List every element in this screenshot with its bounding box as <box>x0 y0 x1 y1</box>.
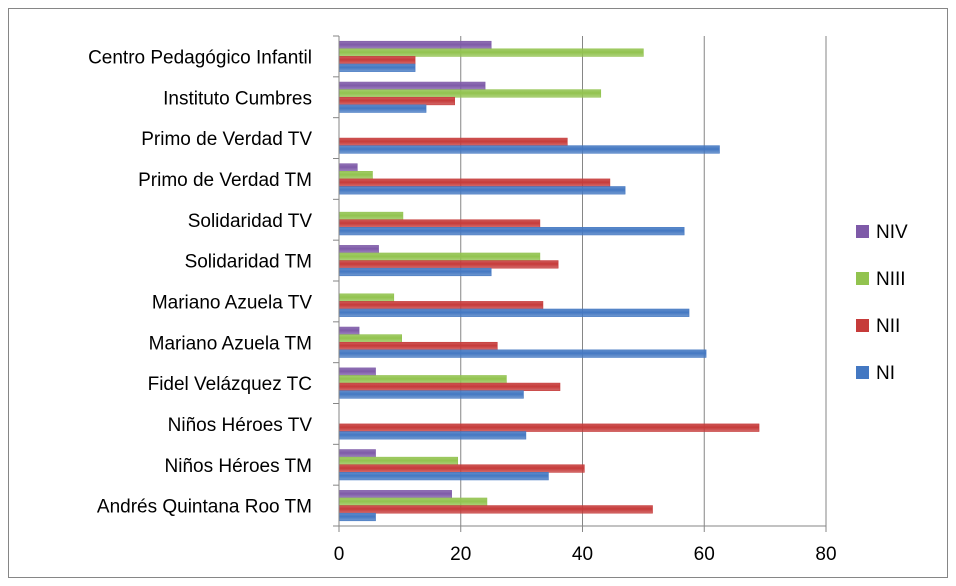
legend-label: NIV <box>876 222 908 243</box>
category-label: Solidaridad TV <box>188 211 313 232</box>
bar-niv-8 <box>338 367 376 376</box>
bar-ni-10 <box>338 472 549 481</box>
bar-ni-4 <box>338 227 685 236</box>
bar-niii-7 <box>338 334 403 343</box>
legend-label: NII <box>876 316 900 337</box>
bar-ni-9 <box>338 431 527 440</box>
bar-niv-7 <box>338 326 360 335</box>
bar-nii-6 <box>338 301 544 310</box>
bar-nii-5 <box>338 260 559 269</box>
category-labels: Centro Pedagógico Infantil Instituto Cumb… <box>88 47 312 517</box>
legend-swatch-niii <box>856 272 869 285</box>
bar-niii-5 <box>338 252 541 261</box>
x-tick-label: 40 <box>572 544 593 565</box>
category-label: Centro Pedagógico Infantil <box>88 47 312 68</box>
bar-niii-10 <box>338 456 459 466</box>
bar-nii-9 <box>338 423 760 432</box>
chart-frame <box>8 8 948 578</box>
bar-nii-2 <box>338 137 568 146</box>
bar-ni-11 <box>338 512 376 522</box>
bar-nii-11 <box>338 505 653 514</box>
legend-swatch-niv <box>856 225 869 238</box>
x-tick-label: 0 <box>334 544 345 565</box>
bar-niv-10 <box>338 449 376 458</box>
legend: NIV NIII NII NI <box>856 222 908 384</box>
bar-niii-0 <box>338 48 644 57</box>
bar-nii-7 <box>338 341 498 351</box>
bar-ni-1 <box>338 104 427 113</box>
bar-nii-8 <box>338 382 561 391</box>
axes <box>333 35 827 532</box>
bar-niv-1 <box>338 81 486 90</box>
gridlines <box>460 36 827 526</box>
category-label: Mariano Azuela TV <box>152 292 313 313</box>
x-tick-label: 80 <box>815 544 836 565</box>
bar-niv-5 <box>338 245 379 254</box>
bar-nii-1 <box>338 96 455 106</box>
bar-niv-3 <box>338 163 358 172</box>
category-label: Fidel Velázquez TC <box>148 374 312 395</box>
legend-swatch-ni <box>856 366 869 379</box>
bar-ni-3 <box>338 186 626 195</box>
bar-ni-7 <box>338 349 707 358</box>
bar-niii-3 <box>338 171 373 180</box>
bars <box>338 40 760 522</box>
bar-nii-3 <box>338 178 611 187</box>
x-tick-labels: 0 20 40 60 80 <box>334 544 837 565</box>
bar-niii-8 <box>338 375 507 384</box>
bar-ni-0 <box>338 63 416 72</box>
bar-nii-0 <box>338 56 416 65</box>
bar-niii-11 <box>338 497 488 506</box>
x-tick-label: 20 <box>450 544 471 565</box>
bar-ni-2 <box>338 145 720 154</box>
category-label: Solidaridad TM <box>185 252 312 273</box>
category-label: Niños Héroes TV <box>168 415 313 436</box>
bar-ni-6 <box>338 308 690 317</box>
legend-swatch-nii <box>856 319 869 332</box>
category-label: Primo de Verdad TM <box>138 170 312 191</box>
category-label: Instituto Cumbres <box>163 88 312 109</box>
bar-niii-1 <box>338 89 602 98</box>
category-label: Primo de Verdad TV <box>141 129 312 150</box>
bar-niii-6 <box>338 293 395 302</box>
category-label: Niños Héroes TM <box>165 456 312 477</box>
legend-label: NIII <box>876 269 906 290</box>
category-label: Mariano Azuela TM <box>149 333 312 354</box>
category-label: Andrés Quintana Roo TM <box>97 497 312 518</box>
bar-nii-10 <box>338 464 585 473</box>
bar-niv-0 <box>338 40 492 50</box>
x-tick-label: 60 <box>694 544 715 565</box>
bar-nii-4 <box>338 219 541 228</box>
bar-niii-4 <box>338 211 404 221</box>
bar-ni-8 <box>338 390 524 399</box>
bar-ni-5 <box>338 267 492 277</box>
legend-label: NI <box>876 363 895 384</box>
bar-niv-11 <box>338 490 452 499</box>
